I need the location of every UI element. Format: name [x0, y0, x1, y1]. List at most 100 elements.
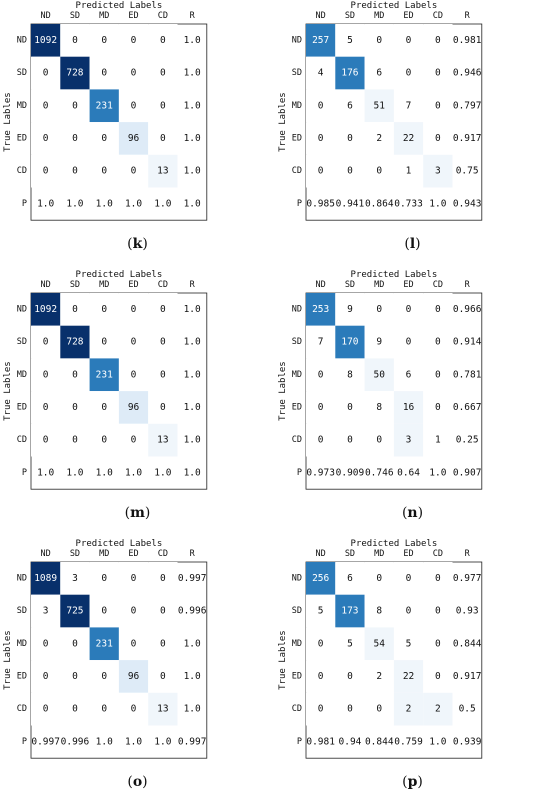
- matrix-cell: [423, 594, 453, 628]
- matrix-cell: [89, 627, 119, 661]
- matrix-cell: [364, 594, 394, 628]
- precision-value: 0.844: [365, 736, 394, 747]
- row-label: MD: [17, 370, 27, 380]
- matrix-cell: [306, 562, 336, 595]
- cell-value: 0: [160, 638, 166, 649]
- matrix-cell: [306, 594, 336, 628]
- matrix-cell: [118, 122, 149, 155]
- cell-value: 0: [43, 704, 49, 715]
- matrix-cell: [364, 660, 394, 693]
- matrix-cell: [89, 562, 119, 595]
- matrix-cell: [306, 627, 336, 661]
- cell-value: 0: [160, 606, 166, 617]
- matrix-cell: [306, 122, 336, 155]
- cell-value: 0: [72, 100, 78, 111]
- cell-value: 6: [376, 68, 382, 79]
- cell-value: 0: [72, 671, 78, 682]
- row-label: P: [22, 468, 27, 478]
- matrix-cell: [148, 562, 178, 595]
- matrix-cell: [335, 660, 365, 693]
- column-label: MD: [374, 11, 384, 21]
- matrix-cell: [60, 89, 90, 123]
- cell-value: 0: [131, 369, 137, 380]
- cell-value: 96: [128, 402, 140, 413]
- overall-accuracy: 0.997: [178, 736, 207, 747]
- cell-value: 0: [318, 435, 324, 446]
- confusion-matrix-panel: 1092 0 0 0 0 1.0 0 728 0 0 0 1.0 0 0 231 0 0 1.0 0 0 0 96 0 1.0…: [0, 0, 275, 269]
- column-label: MD: [99, 549, 109, 559]
- cell-value: 0: [43, 638, 49, 649]
- row-label: P: [297, 468, 302, 478]
- row-label: CD: [292, 704, 302, 714]
- matrix-cell: [306, 692, 336, 726]
- cell-value: 173: [341, 606, 358, 617]
- matrix-cell: [423, 627, 453, 661]
- matrix-cell: [335, 293, 365, 326]
- matrix-cell: [118, 594, 149, 628]
- precision-value: 0.759: [394, 736, 423, 747]
- matrix-cell: [393, 325, 424, 359]
- matrix-cell: [393, 122, 424, 155]
- matrix-cell: [118, 24, 149, 57]
- cell-value: 0: [43, 68, 49, 79]
- cell-value: 5: [318, 606, 324, 617]
- cell-value: 0: [318, 100, 324, 111]
- matrix-cell: [423, 562, 453, 595]
- matrix-cell: [60, 358, 90, 392]
- matrix-cell: [393, 692, 424, 726]
- cell-value: 5: [406, 638, 412, 649]
- true-labels-title: True Lables: [3, 361, 13, 421]
- matrix-cell: [364, 56, 394, 90]
- row-label: CD: [17, 704, 27, 714]
- cell-value: 0: [43, 671, 49, 682]
- recall-value: 1.0: [184, 638, 201, 649]
- matrix-cell: [118, 423, 149, 457]
- matrix-cell: [393, 562, 424, 595]
- cell-value: 0: [72, 638, 78, 649]
- column-label: MD: [99, 11, 109, 21]
- cell-value: 2: [406, 704, 412, 715]
- cell-value: 0: [406, 606, 412, 617]
- column-label: MD: [374, 280, 384, 290]
- cell-value: 0: [160, 35, 166, 46]
- panel-caption: (n): [401, 505, 424, 521]
- cell-value: 0: [160, 100, 166, 111]
- matrix-cell: [89, 692, 119, 726]
- matrix-cell: [364, 358, 394, 392]
- precision-value: 1.0: [66, 467, 83, 478]
- cell-value: 0: [435, 573, 441, 584]
- matrix-cell: [60, 56, 90, 90]
- cell-value: 0: [347, 435, 353, 446]
- matrix-cell: [364, 627, 394, 661]
- matrix-cell: [148, 692, 178, 726]
- cell-value: 0: [43, 337, 49, 348]
- cell-value: 3: [435, 166, 441, 177]
- matrix-cell: [118, 358, 149, 392]
- cell-value: 0: [72, 402, 78, 413]
- cell-value: 0: [72, 166, 78, 177]
- matrix-cell: [148, 627, 178, 661]
- cell-value: 0: [376, 166, 382, 177]
- matrix-cell: [335, 627, 365, 661]
- matrix-cell: [335, 391, 365, 424]
- overall-accuracy: 0.943: [453, 198, 482, 209]
- cell-value: 0: [318, 704, 324, 715]
- matrix-cell: [31, 325, 61, 359]
- matrix-cell: [335, 89, 365, 123]
- predicted-labels-title: Predicted Labels: [351, 1, 438, 11]
- matrix-cell: [306, 154, 336, 188]
- matrix-cell: [423, 692, 453, 726]
- recall-value: 0.844: [453, 638, 482, 649]
- cell-value: 50: [374, 369, 386, 380]
- matrix-cell: [89, 56, 119, 90]
- matrix-cell: [335, 423, 365, 457]
- cell-value: 0: [131, 704, 137, 715]
- cell-value: 0: [72, 304, 78, 315]
- recall-value: 0.981: [453, 35, 482, 46]
- panel-caption: (l): [404, 236, 421, 252]
- row-label: MD: [292, 370, 302, 380]
- matrix-cell: [31, 56, 61, 90]
- cell-value: 5: [347, 638, 353, 649]
- cell-value: 0: [318, 166, 324, 177]
